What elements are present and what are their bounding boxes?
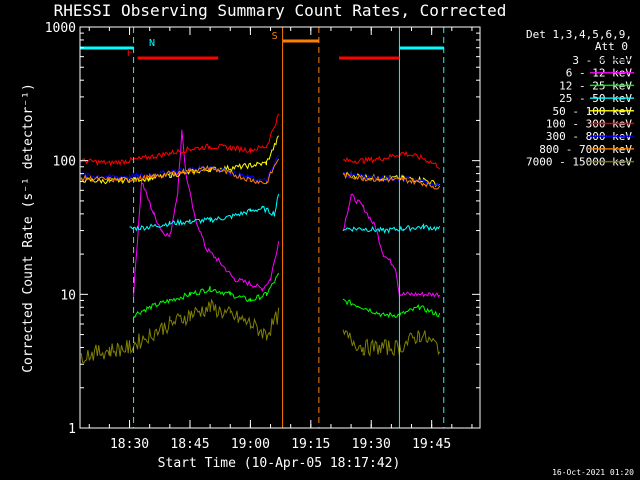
series-line-0: [133, 164, 441, 396]
x-tick-label: 18:45: [170, 437, 209, 452]
series-layer: [79, 113, 444, 428]
y-tick-label: 1: [68, 422, 76, 437]
x-axis-label: Start Time (10-Apr-05 18:17:42): [158, 456, 401, 471]
legend-header-line-2: Att 0: [595, 40, 628, 53]
series-line-5: [80, 113, 440, 170]
y-tick-label: 1000: [45, 21, 76, 36]
y-tick-label: 100: [53, 155, 76, 170]
flag-label: F: [127, 48, 133, 59]
series-line-1: [133, 129, 441, 298]
x-tick-label: 19:15: [291, 437, 330, 452]
x-tick-label: 19:30: [352, 437, 391, 452]
series-line-4: [80, 135, 440, 188]
series-line-8: [80, 298, 441, 364]
plot-frame: [79, 26, 481, 429]
y-axis-label: Corrected Count Rate (s⁻¹ detector⁻¹): [21, 83, 36, 373]
series-line-2: [133, 272, 441, 319]
annotation-layer: N F S: [80, 27, 445, 428]
legend-label-6: 300 - 800 keV: [546, 130, 632, 143]
x-tick-label: 19:45: [412, 437, 451, 452]
x-tick-label: 18:30: [110, 437, 149, 452]
x-tick-label: 19:00: [231, 437, 270, 452]
flag-label: S: [272, 31, 278, 42]
axes: 1 10 100 1000 18:30 18:45 19:00 19:15 19:30 19:45: [45, 21, 481, 452]
legend-label-8: 7000 - 15000 keV: [526, 156, 632, 169]
legend-label-5: 100 - 300 keV: [546, 118, 632, 131]
flag-label: N: [149, 38, 155, 49]
timestamp: 16-Oct-2021 01:20: [552, 468, 634, 477]
legend-label-7: 800 - 7000 keV: [539, 143, 632, 156]
chart-title: RHESSI Observing Summary Count Rates, Co…: [54, 1, 507, 20]
legend-header-line-1: Det 1,3,4,5,6,9,: [526, 28, 632, 41]
series-line-3: [129, 193, 441, 234]
y-tick-label: 10: [60, 288, 76, 303]
series-line-7: [80, 158, 441, 190]
